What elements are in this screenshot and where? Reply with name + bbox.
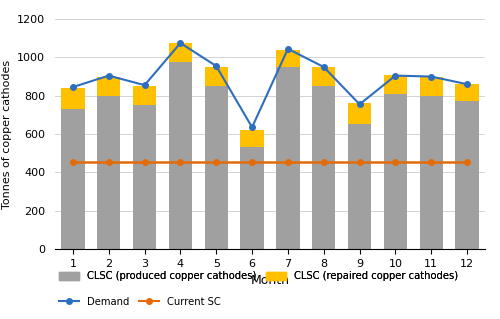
Bar: [133, 105, 156, 249]
Legend: Demand, Current SC: Demand, Current SC: [55, 293, 225, 311]
Bar: [348, 103, 371, 124]
Bar: [312, 67, 336, 86]
Bar: [384, 94, 407, 249]
Bar: [204, 67, 228, 86]
Bar: [384, 75, 407, 94]
Bar: [62, 88, 84, 109]
Bar: [456, 101, 478, 249]
Bar: [276, 50, 299, 67]
Bar: [133, 86, 156, 105]
Bar: [276, 67, 299, 249]
Bar: [456, 84, 478, 101]
Bar: [97, 96, 120, 249]
Bar: [169, 43, 192, 62]
Y-axis label: Tonnes of copper cathodes: Tonnes of copper cathodes: [2, 59, 12, 209]
Bar: [420, 96, 443, 249]
Bar: [62, 109, 84, 249]
Bar: [204, 86, 228, 249]
Bar: [97, 77, 120, 96]
Bar: [312, 86, 336, 249]
Bar: [348, 124, 371, 249]
Bar: [169, 62, 192, 249]
Legend: CLSC (produced copper cathodes), CLSC (repaired copper cathodes): CLSC (produced copper cathodes), CLSC (r…: [55, 267, 463, 285]
Bar: [240, 130, 264, 147]
X-axis label: Month: Month: [250, 274, 290, 287]
Bar: [420, 77, 443, 96]
Bar: [240, 147, 264, 249]
